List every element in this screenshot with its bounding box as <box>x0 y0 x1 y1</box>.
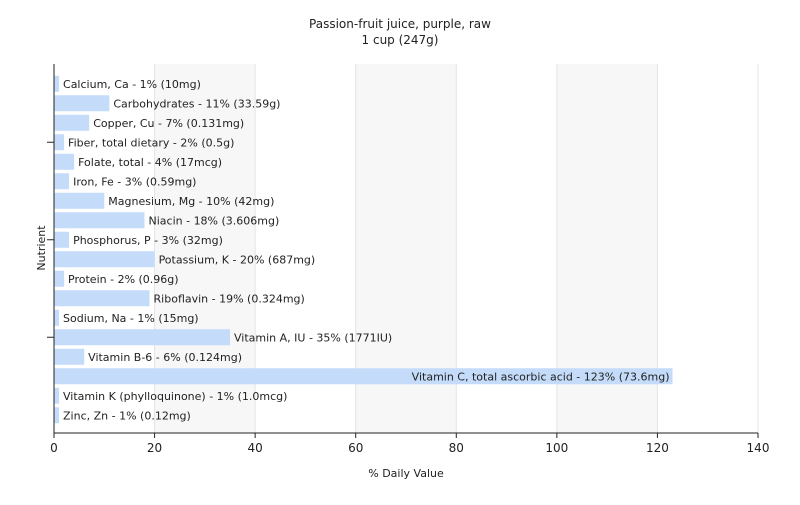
bar-label: Sodium, Na - 1% (15mg) <box>63 312 199 325</box>
bar-layer <box>54 75 673 424</box>
bar <box>54 95 110 112</box>
bar <box>54 309 60 326</box>
bar-label: Vitamin K (phylloquinone) - 1% (1.0mcg) <box>63 390 287 403</box>
bar-label: Riboflavin - 19% (0.324mg) <box>154 292 305 305</box>
plot-band <box>657 64 758 433</box>
bar <box>54 153 75 170</box>
bar <box>54 407 60 424</box>
bar-label: Vitamin C, total ascorbic acid - 123% (7… <box>412 370 670 383</box>
bar <box>54 231 70 248</box>
bar-label: Protein - 2% (0.96g) <box>68 273 179 286</box>
bar-label: Phosphorus, P - 3% (32mg) <box>73 234 223 247</box>
bar <box>54 387 60 404</box>
bar <box>54 192 105 209</box>
bar-label: Carbohydrates - 11% (33.59g) <box>113 97 280 110</box>
bar <box>54 368 673 385</box>
x-tick-label: 80 <box>449 441 464 455</box>
bar <box>54 270 65 287</box>
bar-label: Vitamin B-6 - 6% (0.124mg) <box>88 351 242 364</box>
bar-label: Vitamin A, IU - 35% (1771IU) <box>234 331 392 344</box>
bar-label: Magnesium, Mg - 10% (42mg) <box>108 195 274 208</box>
bar-label: Copper, Cu - 7% (0.131mg) <box>93 117 244 130</box>
x-tick-label: 20 <box>147 441 162 455</box>
bar <box>54 212 145 229</box>
x-tick-label: 140 <box>747 441 770 455</box>
axis-layer: 0 20 40 60 80 100 120 140 <box>47 64 769 455</box>
x-tick-label: 40 <box>248 441 263 455</box>
bar-label: Iron, Fe - 3% (0.59mg) <box>73 175 196 188</box>
bar-label: Zinc, Zn - 1% (0.12mg) <box>63 409 191 422</box>
bar <box>54 329 230 346</box>
bar-label: Niacin - 18% (3.606mg) <box>149 214 280 227</box>
bar-label: Potassium, K - 20% (687mg) <box>159 253 316 266</box>
bar-label: Calcium, Ca - 1% (10mg) <box>63 78 201 91</box>
chart-subtitle: 1 cup (247g) <box>362 33 439 47</box>
bar <box>54 173 70 190</box>
bar <box>54 114 90 131</box>
bar <box>54 348 85 365</box>
bar <box>54 290 150 307</box>
bar <box>54 75 60 92</box>
bar-label: Folate, total - 4% (17mcg) <box>78 156 222 169</box>
y-axis-title: Nutrient <box>35 225 48 271</box>
x-tick-label: 120 <box>646 441 669 455</box>
bar-label: Fiber, total dietary - 2% (0.5g) <box>68 136 234 149</box>
x-tick-label: 0 <box>50 441 58 455</box>
bar <box>54 251 155 268</box>
x-tick-label: 100 <box>545 441 568 455</box>
x-tick-label: 60 <box>348 441 363 455</box>
bar <box>54 134 65 151</box>
bar-label-layer: Calcium, Ca - 1% (10mg) Carbohydrates - 1… <box>63 78 669 423</box>
chart-title: Passion-fruit juice, purple, raw <box>309 17 491 31</box>
x-axis-title: % Daily Value <box>368 467 444 480</box>
